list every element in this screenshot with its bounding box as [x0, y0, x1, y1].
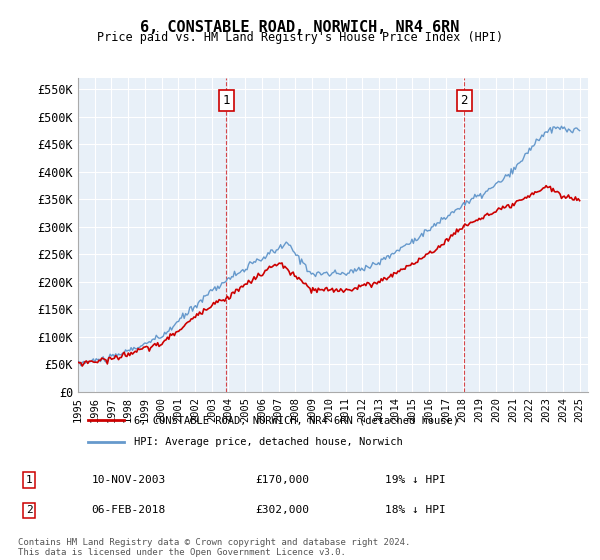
Text: 1: 1 — [26, 475, 32, 485]
Text: 06-FEB-2018: 06-FEB-2018 — [91, 505, 166, 515]
Text: 19% ↓ HPI: 19% ↓ HPI — [385, 475, 445, 485]
Text: £302,000: £302,000 — [255, 505, 309, 515]
Text: HPI: Average price, detached house, Norwich: HPI: Average price, detached house, Norw… — [134, 437, 403, 447]
Text: 6, CONSTABLE ROAD, NORWICH, NR4 6RN: 6, CONSTABLE ROAD, NORWICH, NR4 6RN — [140, 20, 460, 35]
Text: 18% ↓ HPI: 18% ↓ HPI — [385, 505, 445, 515]
Text: 2: 2 — [26, 505, 32, 515]
Text: 2: 2 — [461, 94, 468, 107]
Text: Price paid vs. HM Land Registry's House Price Index (HPI): Price paid vs. HM Land Registry's House … — [97, 31, 503, 44]
Text: Contains HM Land Registry data © Crown copyright and database right 2024.
This d: Contains HM Land Registry data © Crown c… — [18, 538, 410, 557]
Text: 10-NOV-2003: 10-NOV-2003 — [91, 475, 166, 485]
Text: £170,000: £170,000 — [255, 475, 309, 485]
Text: 6, CONSTABLE ROAD, NORWICH, NR4 6RN (detached house): 6, CONSTABLE ROAD, NORWICH, NR4 6RN (det… — [134, 415, 459, 425]
Text: 1: 1 — [223, 94, 230, 107]
